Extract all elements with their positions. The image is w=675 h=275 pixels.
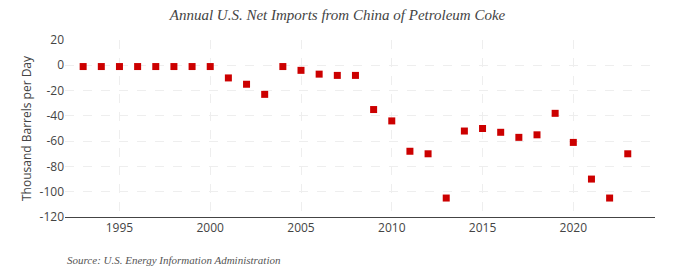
svg-text:Thousand Barrels per Day: Thousand Barrels per Day bbox=[18, 55, 35, 201]
svg-text:Annual U.S. Net Imports from C: Annual U.S. Net Imports from China of Pe… bbox=[169, 7, 506, 23]
svg-text:20: 20 bbox=[50, 31, 64, 48]
svg-text:-40: -40 bbox=[46, 107, 64, 124]
svg-text:-120: -120 bbox=[40, 208, 65, 225]
svg-text:2015: 2015 bbox=[469, 219, 497, 236]
svg-text:-60: -60 bbox=[46, 132, 64, 149]
svg-text:-80: -80 bbox=[46, 158, 64, 175]
svg-text:1995: 1995 bbox=[106, 219, 134, 236]
svg-text:2010: 2010 bbox=[378, 219, 406, 236]
svg-text:Source: U.S. Energy Informatio: Source: U.S. Energy Information Administ… bbox=[67, 254, 281, 266]
svg-text:0: 0 bbox=[57, 56, 64, 73]
svg-text:2020: 2020 bbox=[560, 219, 588, 236]
svg-text:2000: 2000 bbox=[197, 219, 225, 236]
svg-text:2005: 2005 bbox=[287, 219, 315, 236]
svg-text:-20: -20 bbox=[46, 82, 64, 99]
svg-text:-100: -100 bbox=[40, 183, 65, 200]
